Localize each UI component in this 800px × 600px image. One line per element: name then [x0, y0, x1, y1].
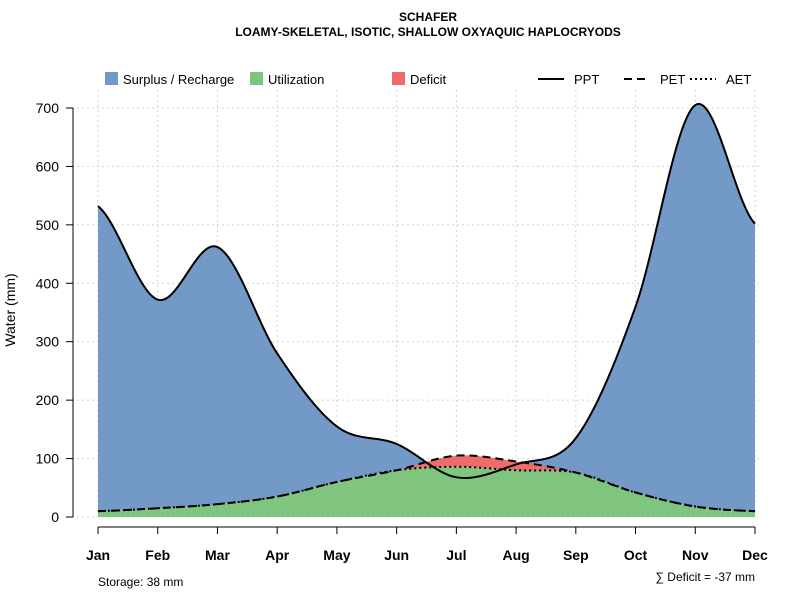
chart-title: SCHAFER [399, 10, 457, 24]
y-tick-label: 500 [36, 217, 60, 233]
series-lines [97, 102, 756, 513]
y-tick-label: 0 [51, 509, 59, 525]
legend-label-pet: PET [660, 72, 685, 87]
x-tick-label-dec: Dec [742, 547, 768, 563]
legend-label-ppt: PPT [574, 72, 599, 87]
surplus-area [98, 103, 755, 512]
x-tick-label-nov: Nov [682, 547, 709, 563]
x-tick-label-aug: Aug [502, 547, 529, 563]
x-tick-label-jan: Jan [86, 547, 110, 563]
ppt-line [97, 102, 756, 479]
chart-subtitle: LOAMY-SKELETAL, ISOTIC, SHALLOW OXYAQUIC… [235, 25, 621, 39]
legend: Surplus / Recharge Utilization Deficit PPT P… [105, 72, 751, 87]
legend-label-deficit: Deficit [410, 72, 447, 87]
deficit-area [98, 455, 755, 512]
y-tick-label: 700 [36, 100, 60, 116]
x-tick-label-jun: Jun [384, 547, 409, 563]
y-tick-label: 100 [36, 451, 60, 467]
legend-swatch-surplus-recharge [105, 72, 118, 85]
legend-label-surplus-recharge: Surplus / Recharge [123, 72, 234, 87]
x-tick-label-mar: Mar [205, 547, 230, 563]
x-tick-label-apr: Apr [265, 547, 290, 563]
legend-label-aet: AET [726, 72, 751, 87]
areas [98, 103, 755, 517]
pet-line [97, 454, 756, 513]
legend-swatch-deficit [392, 72, 405, 85]
legend-label-utilization: Utilization [268, 72, 324, 87]
x-tick-label-sep: Sep [563, 547, 589, 563]
deficit-note: ∑ Deficit = -37 mm [655, 570, 755, 584]
y-tick-label: 600 [36, 158, 60, 174]
y-axis-label: Water (mm) [2, 273, 18, 346]
utilization-area [98, 466, 755, 517]
legend-swatch-utilization [250, 72, 263, 85]
axes: 0 100 200 300 400 500 600 700 Jan Feb Mar Apr May Jun… [36, 100, 768, 563]
y-tick-label: 200 [36, 392, 60, 408]
y-tick-label: 300 [36, 334, 60, 350]
x-tick-label-may: May [323, 547, 350, 563]
x-tick-label-jul: Jul [446, 547, 466, 563]
storage-note: Storage: 38 mm [98, 575, 183, 589]
x-tick-label-feb: Feb [145, 547, 170, 563]
aet-line [97, 465, 756, 513]
y-tick-label: 400 [36, 275, 60, 291]
x-tick-label-oct: Oct [624, 547, 648, 563]
